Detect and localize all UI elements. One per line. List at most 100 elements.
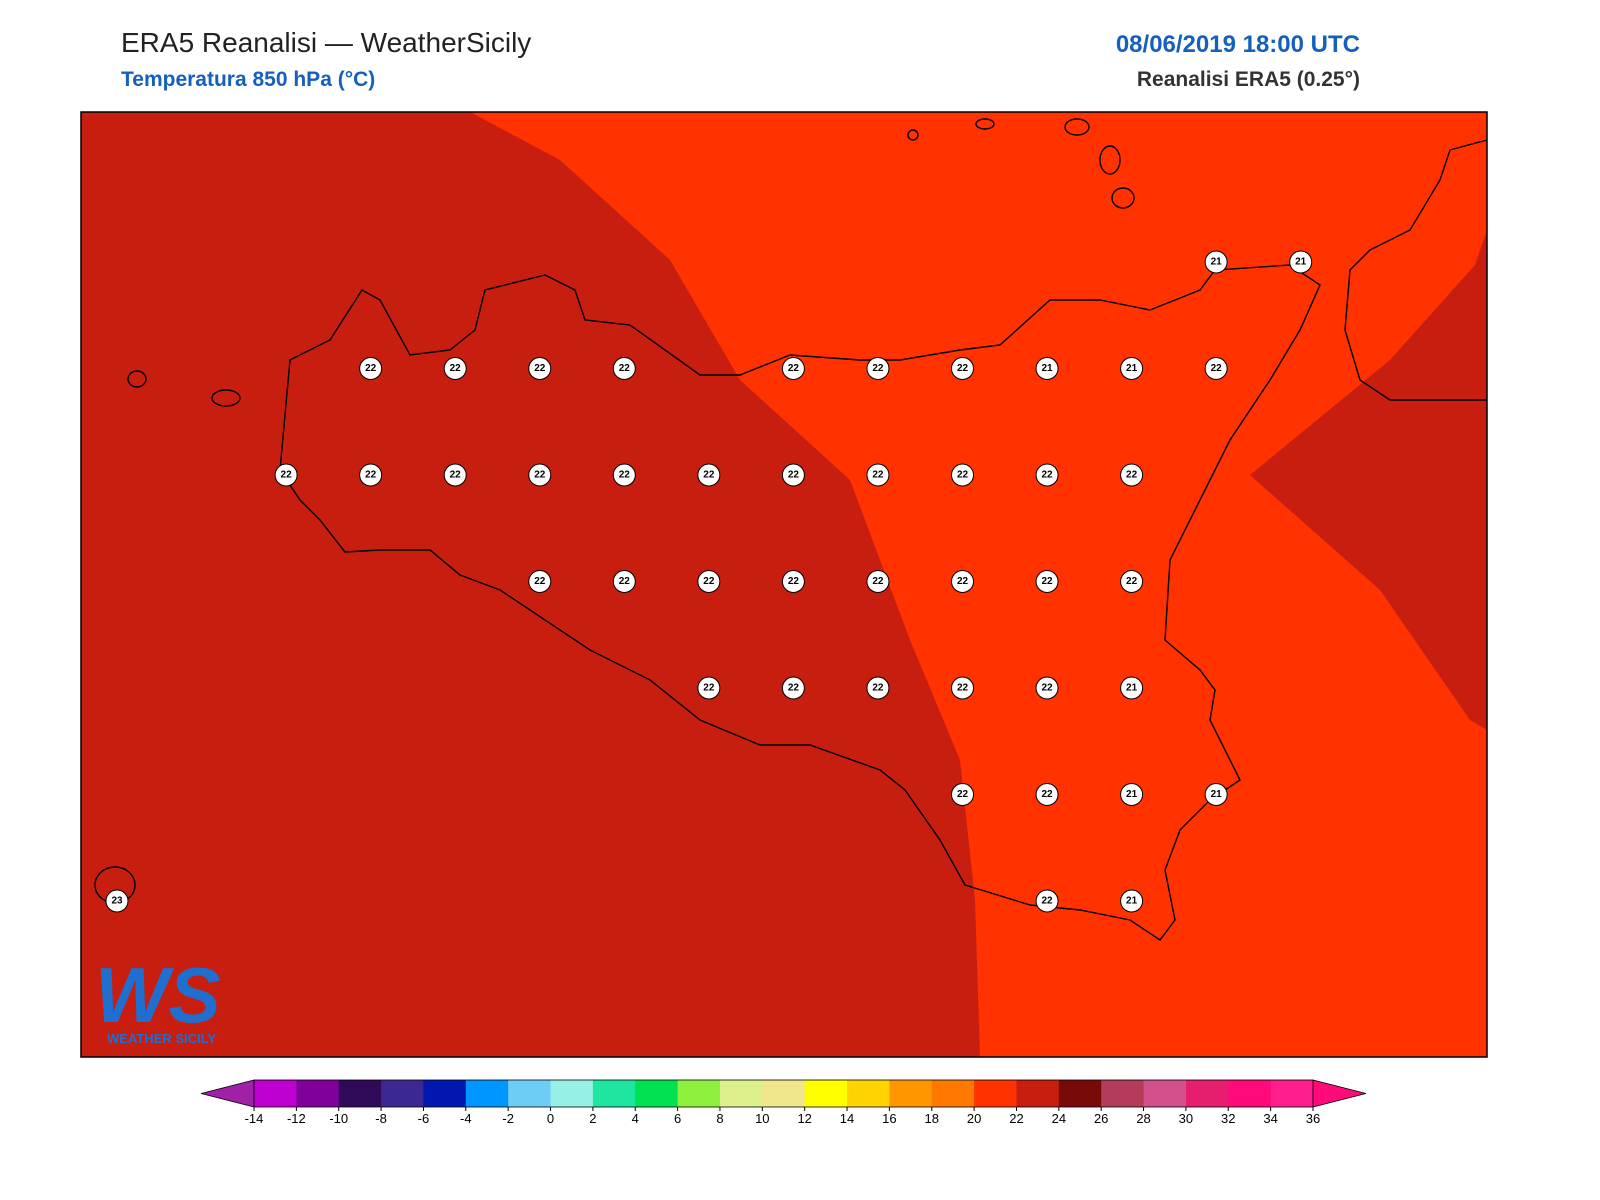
colorbar-bin (423, 1080, 467, 1107)
grid-point: 22 (1120, 570, 1144, 593)
colorbar-bin (508, 1080, 552, 1107)
grid-point: 22 (274, 463, 298, 487)
point-value: 22 (957, 363, 969, 374)
grid-point: 21 (1035, 357, 1059, 380)
island (127, 370, 147, 388)
point-value: 22 (1041, 789, 1053, 800)
point-marker (1035, 357, 1059, 380)
point-value: 21 (1211, 257, 1223, 268)
point-marker (528, 463, 552, 487)
point-marker (866, 570, 890, 593)
colorbar-tick-label: 10 (755, 1111, 769, 1126)
point-value: 22 (703, 470, 715, 481)
grid-point: 22 (1035, 889, 1059, 913)
point-marker (528, 570, 552, 593)
colorbar-bin (719, 1080, 763, 1107)
source: Reanalisi ERA5 (0.25°) (1137, 68, 1360, 91)
grid-point: 22 (1035, 783, 1059, 806)
grid-point: 22 (443, 357, 467, 380)
point-marker (1035, 463, 1059, 487)
grid-point: 22 (697, 463, 721, 487)
grid-point: 22 (951, 357, 974, 380)
colorbar-bin (847, 1080, 890, 1107)
point-value: 22 (1126, 576, 1138, 587)
point-marker (105, 889, 129, 913)
point-value: 22 (788, 576, 800, 587)
point-value: 22 (872, 576, 884, 587)
map-frame (80, 111, 1488, 1058)
colorbar-bin (1228, 1080, 1272, 1107)
colorbar-bin (1058, 1080, 1102, 1107)
temp-field-20-22 (470, 112, 1487, 1057)
point-value: 22 (957, 576, 969, 587)
colorbar-tick-label: 24 (1052, 1111, 1066, 1126)
grid-point: 22 (612, 463, 636, 487)
point-value: 22 (957, 683, 969, 694)
point-value: 22 (788, 363, 800, 374)
colorbar-tick-label: 16 (882, 1111, 896, 1126)
point-value: 22 (1041, 576, 1053, 587)
point-value: 21 (1126, 789, 1138, 800)
point-value: 22 (957, 470, 969, 481)
grid-point: 21 (1120, 783, 1144, 806)
colorbar-tick-label: -2 (502, 1111, 514, 1126)
point-value: 22 (1041, 470, 1053, 481)
grid-point: 22 (866, 570, 890, 593)
colorbar-tick-label: 18 (925, 1111, 939, 1126)
colorbar-bin (635, 1080, 679, 1107)
point-marker (1120, 357, 1144, 380)
grid-point: 21 (1289, 250, 1313, 274)
point-value: 21 (1126, 896, 1138, 907)
colorbar-tick-label: 34 (1263, 1111, 1277, 1126)
colorbar-bin (1016, 1080, 1060, 1107)
colorbar-tick-label: 30 (1179, 1111, 1193, 1126)
colorbar-tick-label: 26 (1094, 1111, 1108, 1126)
point-marker (359, 357, 383, 380)
point-value: 21 (1126, 363, 1138, 374)
point-marker (1289, 250, 1313, 274)
point-marker (781, 676, 805, 700)
colorbar-tick-label: 20 (967, 1111, 981, 1126)
colorbar-tick-label: 28 (1136, 1111, 1150, 1126)
point-marker (951, 570, 974, 593)
point-marker (1035, 570, 1059, 593)
point-value: 22 (619, 470, 631, 481)
colorbar-tick-label: 2 (589, 1111, 596, 1126)
point-value: 22 (281, 470, 293, 481)
colorbar-over (1312, 1079, 1367, 1108)
logo: WS WEATHER SICILY (95, 951, 221, 1046)
colorbar-under (200, 1079, 255, 1108)
grid-point: 22 (866, 676, 890, 700)
colorbar-bin (931, 1080, 975, 1107)
temp-field-22-24 (1250, 230, 1487, 730)
point-value: 22 (534, 363, 546, 374)
logo-text: WEATHER SICILY (107, 1031, 216, 1046)
colorbar-tick-label: -4 (460, 1111, 472, 1126)
grid-point: 22 (951, 463, 974, 487)
grid-point: 22 (951, 783, 974, 806)
date: 08/06/2019 18:00 UTC (1116, 31, 1360, 58)
point-marker (359, 463, 383, 487)
point-marker (274, 463, 298, 487)
colorbar-bin (338, 1080, 382, 1107)
point-value: 21 (1295, 257, 1307, 268)
colorbar-bin (550, 1080, 594, 1107)
colorbar-frame (253, 1079, 1314, 1108)
grid-point: 22 (443, 463, 467, 487)
point-marker (443, 357, 467, 380)
colorbar-bin (465, 1080, 509, 1107)
grid-point: 22 (528, 463, 552, 487)
point-marker (443, 463, 467, 487)
colorbar-bin (381, 1080, 424, 1107)
point-value: 22 (703, 576, 715, 587)
grid-point: 21 (1120, 676, 1144, 700)
point-marker (781, 463, 805, 487)
grid-point: 22 (697, 570, 721, 593)
grid-point: 22 (1120, 463, 1144, 487)
map: 21 21 22 22 22 22 22 22 22 21 21 22 22 22 22 22 22 22 22 22… (80, 111, 1488, 1058)
colorbar-bin (254, 1080, 297, 1107)
grid-point: 22 (359, 357, 383, 380)
point-marker (951, 357, 974, 380)
point-marker (1120, 463, 1144, 487)
point-marker (1035, 676, 1059, 700)
